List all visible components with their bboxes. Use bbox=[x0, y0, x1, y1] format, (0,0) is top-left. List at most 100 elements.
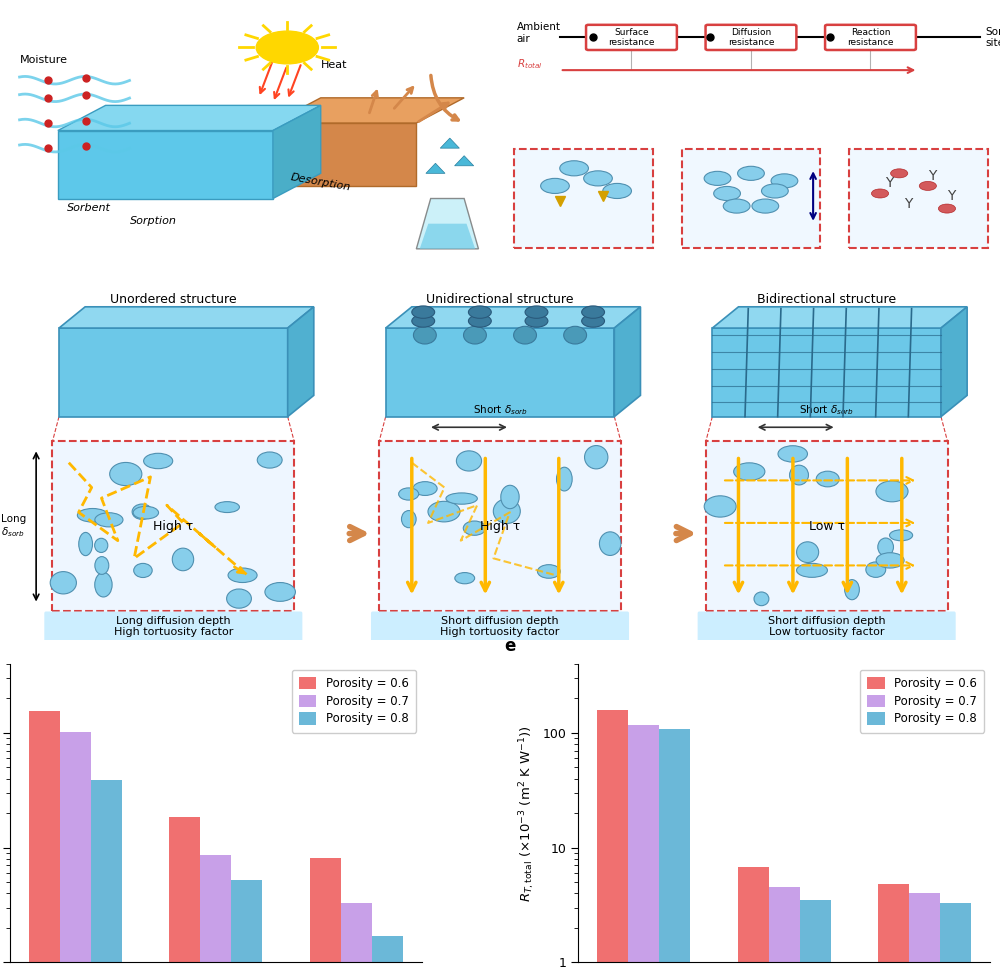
Legend: Porosity = 0.6, Porosity = 0.7, Porosity = 0.8: Porosity = 0.6, Porosity = 0.7, Porosity… bbox=[860, 670, 984, 733]
Circle shape bbox=[771, 174, 798, 188]
Text: e: e bbox=[504, 637, 515, 655]
Polygon shape bbox=[273, 98, 464, 123]
Ellipse shape bbox=[514, 327, 536, 344]
Text: Moisture: Moisture bbox=[20, 55, 68, 65]
Ellipse shape bbox=[413, 327, 436, 344]
Ellipse shape bbox=[876, 553, 904, 568]
Ellipse shape bbox=[878, 538, 893, 556]
Ellipse shape bbox=[790, 466, 808, 485]
Text: Y: Y bbox=[905, 196, 913, 211]
Polygon shape bbox=[59, 329, 288, 417]
Ellipse shape bbox=[468, 315, 491, 328]
Ellipse shape bbox=[525, 315, 548, 328]
Bar bbox=[659, 729, 690, 972]
Bar bbox=[341, 903, 372, 972]
Ellipse shape bbox=[95, 512, 123, 527]
Circle shape bbox=[714, 187, 740, 200]
Ellipse shape bbox=[816, 471, 839, 487]
Circle shape bbox=[919, 182, 936, 191]
FancyBboxPatch shape bbox=[682, 150, 820, 248]
Bar bbox=[52, 441, 294, 611]
Text: Y: Y bbox=[948, 189, 956, 203]
Bar bbox=[738, 867, 769, 972]
Ellipse shape bbox=[866, 562, 886, 577]
Text: Sorption
sites: Sorption sites bbox=[985, 26, 1000, 49]
Polygon shape bbox=[273, 105, 321, 198]
Text: Sorption: Sorption bbox=[130, 216, 176, 226]
Text: Sorbent: Sorbent bbox=[67, 203, 111, 213]
Circle shape bbox=[871, 189, 889, 198]
Text: Bidirectional structure: Bidirectional structure bbox=[757, 293, 896, 305]
Ellipse shape bbox=[890, 530, 913, 540]
Text: Ambient air: Ambient air bbox=[557, 158, 610, 167]
Ellipse shape bbox=[455, 573, 475, 584]
Text: Ambient
air: Ambient air bbox=[517, 22, 561, 44]
Polygon shape bbox=[58, 130, 273, 198]
Ellipse shape bbox=[257, 452, 282, 469]
Text: Short $\delta_{sorb}$: Short $\delta_{sorb}$ bbox=[799, 402, 854, 417]
Bar bbox=[706, 441, 948, 611]
Ellipse shape bbox=[412, 315, 435, 328]
Text: Long diffusion depth
High tortuosity factor: Long diffusion depth High tortuosity fac… bbox=[114, 615, 233, 638]
Circle shape bbox=[560, 160, 588, 176]
Circle shape bbox=[738, 166, 764, 181]
Ellipse shape bbox=[704, 496, 736, 517]
Ellipse shape bbox=[525, 306, 548, 318]
Polygon shape bbox=[614, 307, 640, 417]
Bar bbox=[200, 854, 231, 972]
Polygon shape bbox=[941, 307, 967, 417]
Legend: Porosity = 0.6, Porosity = 0.7, Porosity = 0.8: Porosity = 0.6, Porosity = 0.7, Porosity… bbox=[292, 670, 416, 733]
Polygon shape bbox=[712, 329, 941, 417]
Ellipse shape bbox=[468, 306, 491, 318]
Text: Reaction
resistance: Reaction resistance bbox=[847, 28, 894, 47]
Ellipse shape bbox=[456, 451, 482, 471]
FancyBboxPatch shape bbox=[371, 611, 629, 642]
Polygon shape bbox=[273, 123, 416, 186]
Ellipse shape bbox=[501, 485, 519, 508]
Ellipse shape bbox=[797, 564, 827, 577]
Ellipse shape bbox=[876, 481, 908, 502]
FancyBboxPatch shape bbox=[698, 611, 956, 642]
Ellipse shape bbox=[399, 488, 419, 501]
FancyBboxPatch shape bbox=[586, 25, 677, 50]
Text: Air-sorbent
interface: Air-sorbent interface bbox=[562, 201, 605, 221]
Bar bbox=[909, 893, 940, 972]
Ellipse shape bbox=[215, 502, 239, 512]
Text: Y: Y bbox=[885, 176, 894, 191]
Ellipse shape bbox=[144, 453, 173, 469]
Ellipse shape bbox=[95, 557, 109, 574]
Ellipse shape bbox=[79, 533, 93, 556]
Ellipse shape bbox=[446, 493, 477, 504]
Polygon shape bbox=[420, 224, 475, 249]
Bar bbox=[29, 712, 60, 972]
Polygon shape bbox=[416, 198, 478, 249]
Bar bbox=[310, 857, 341, 972]
Ellipse shape bbox=[412, 306, 435, 318]
Ellipse shape bbox=[227, 589, 251, 608]
FancyBboxPatch shape bbox=[706, 25, 796, 50]
Ellipse shape bbox=[778, 446, 807, 462]
Circle shape bbox=[541, 179, 569, 193]
Ellipse shape bbox=[537, 565, 560, 578]
Bar bbox=[597, 710, 628, 972]
Text: Surface
resistance: Surface resistance bbox=[608, 28, 655, 47]
Ellipse shape bbox=[95, 538, 108, 552]
Ellipse shape bbox=[797, 541, 819, 563]
Polygon shape bbox=[455, 156, 474, 166]
Text: Tortuosity ~ τ: Tortuosity ~ τ bbox=[720, 158, 782, 167]
Ellipse shape bbox=[754, 592, 769, 606]
Bar bbox=[372, 936, 403, 972]
Bar bbox=[878, 885, 909, 972]
Bar bbox=[769, 887, 800, 972]
Text: Short diffusion depth
High tortuosity factor: Short diffusion depth High tortuosity fa… bbox=[440, 615, 560, 638]
Bar bbox=[91, 780, 122, 972]
Text: Diffusion
resistance: Diffusion resistance bbox=[728, 28, 774, 47]
Polygon shape bbox=[712, 307, 967, 329]
Ellipse shape bbox=[110, 463, 142, 486]
FancyBboxPatch shape bbox=[825, 25, 916, 50]
Ellipse shape bbox=[413, 482, 437, 496]
Bar bbox=[628, 725, 659, 972]
Text: $R_{react}=\frac{1}{k_r}\cdot\frac{A_{ext}}{V}$: $R_{react}=\frac{1}{k_r}\cdot\frac{A_{ex… bbox=[888, 229, 949, 248]
Ellipse shape bbox=[557, 468, 572, 491]
Text: High τ: High τ bbox=[480, 520, 520, 533]
